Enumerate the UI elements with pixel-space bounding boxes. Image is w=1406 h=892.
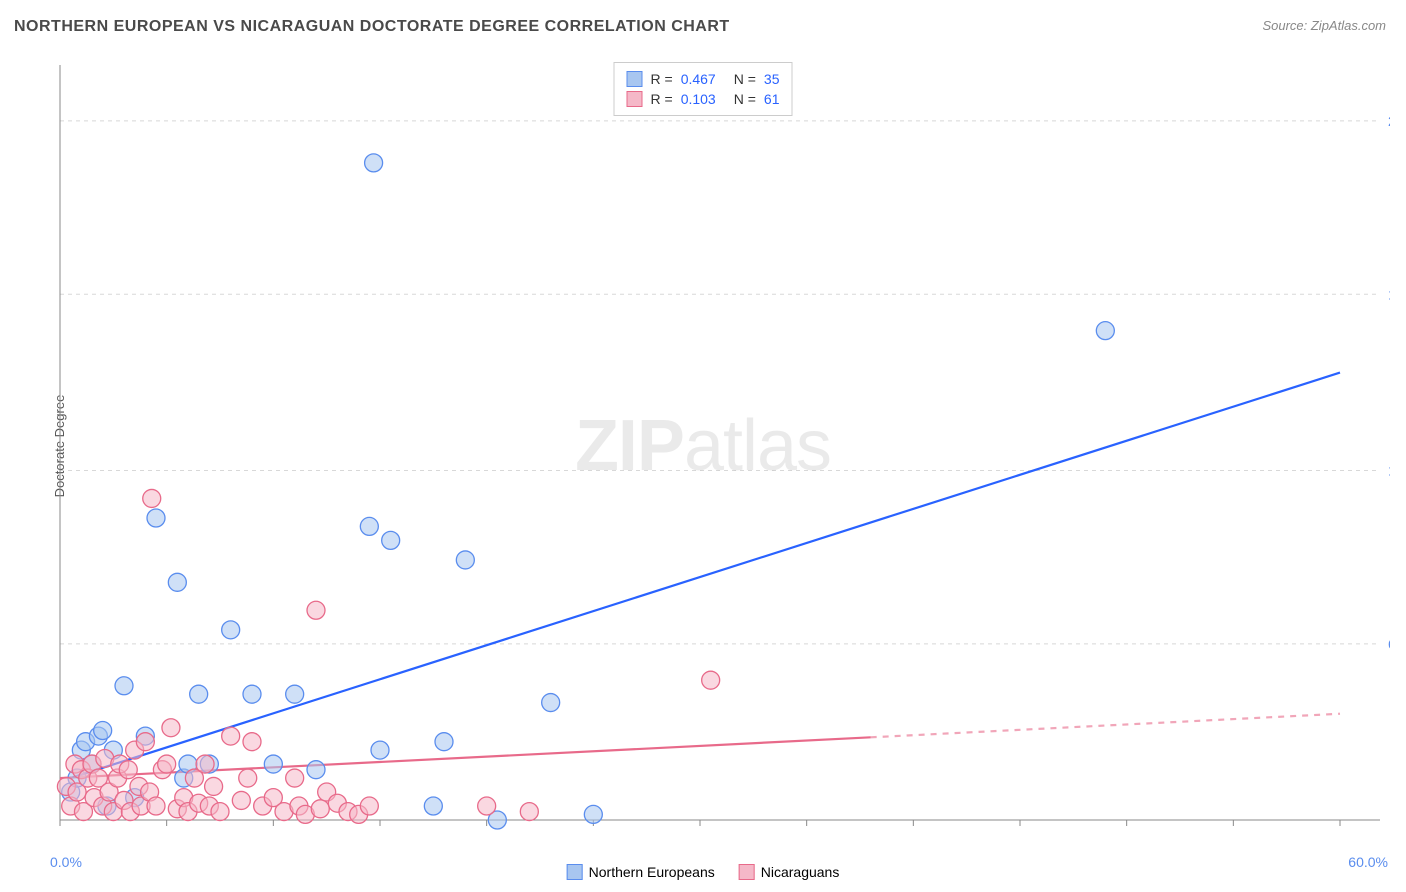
legend-row-1: R = 0.103 N = 61: [627, 89, 780, 109]
chart-svg: 6.3% 12.5% 18.8% 25.0%: [50, 60, 1390, 840]
r-value: 0.467: [681, 71, 716, 87]
legend-label: Northern Europeans: [589, 864, 715, 880]
r-value: 0.103: [681, 91, 716, 107]
chart-area: 6.3% 12.5% 18.8% 25.0%: [50, 60, 1390, 840]
svg-text:18.8%: 18.8%: [1388, 286, 1390, 302]
r-label: R =: [651, 91, 673, 107]
legend-item-northern: Northern Europeans: [567, 864, 715, 880]
n-value: 61: [764, 91, 780, 107]
swatch-blue: [627, 71, 643, 87]
n-label: N =: [734, 71, 756, 87]
n-label: N =: [734, 91, 756, 107]
swatch-blue: [567, 864, 583, 880]
svg-text:6.3%: 6.3%: [1388, 636, 1390, 652]
n-value: 35: [764, 71, 780, 87]
swatch-pink: [739, 864, 755, 880]
source-label: Source: ZipAtlas.com: [1262, 18, 1386, 33]
chart-title: NORTHERN EUROPEAN VS NICARAGUAN DOCTORAT…: [14, 18, 730, 36]
legend-correlation: R = 0.467 N = 35 R = 0.103 N = 61: [614, 62, 793, 116]
legend-item-nicaraguan: Nicaraguans: [739, 864, 840, 880]
x-min-label: 0.0%: [50, 854, 82, 870]
legend-row-0: R = 0.467 N = 35: [627, 69, 780, 89]
swatch-pink: [627, 91, 643, 107]
svg-text:12.5%: 12.5%: [1388, 462, 1390, 478]
x-max-label: 60.0%: [1348, 854, 1388, 870]
legend-series: Northern Europeans Nicaraguans: [567, 864, 840, 880]
r-label: R =: [651, 71, 673, 87]
svg-text:25.0%: 25.0%: [1388, 113, 1390, 129]
legend-label: Nicaraguans: [761, 864, 840, 880]
